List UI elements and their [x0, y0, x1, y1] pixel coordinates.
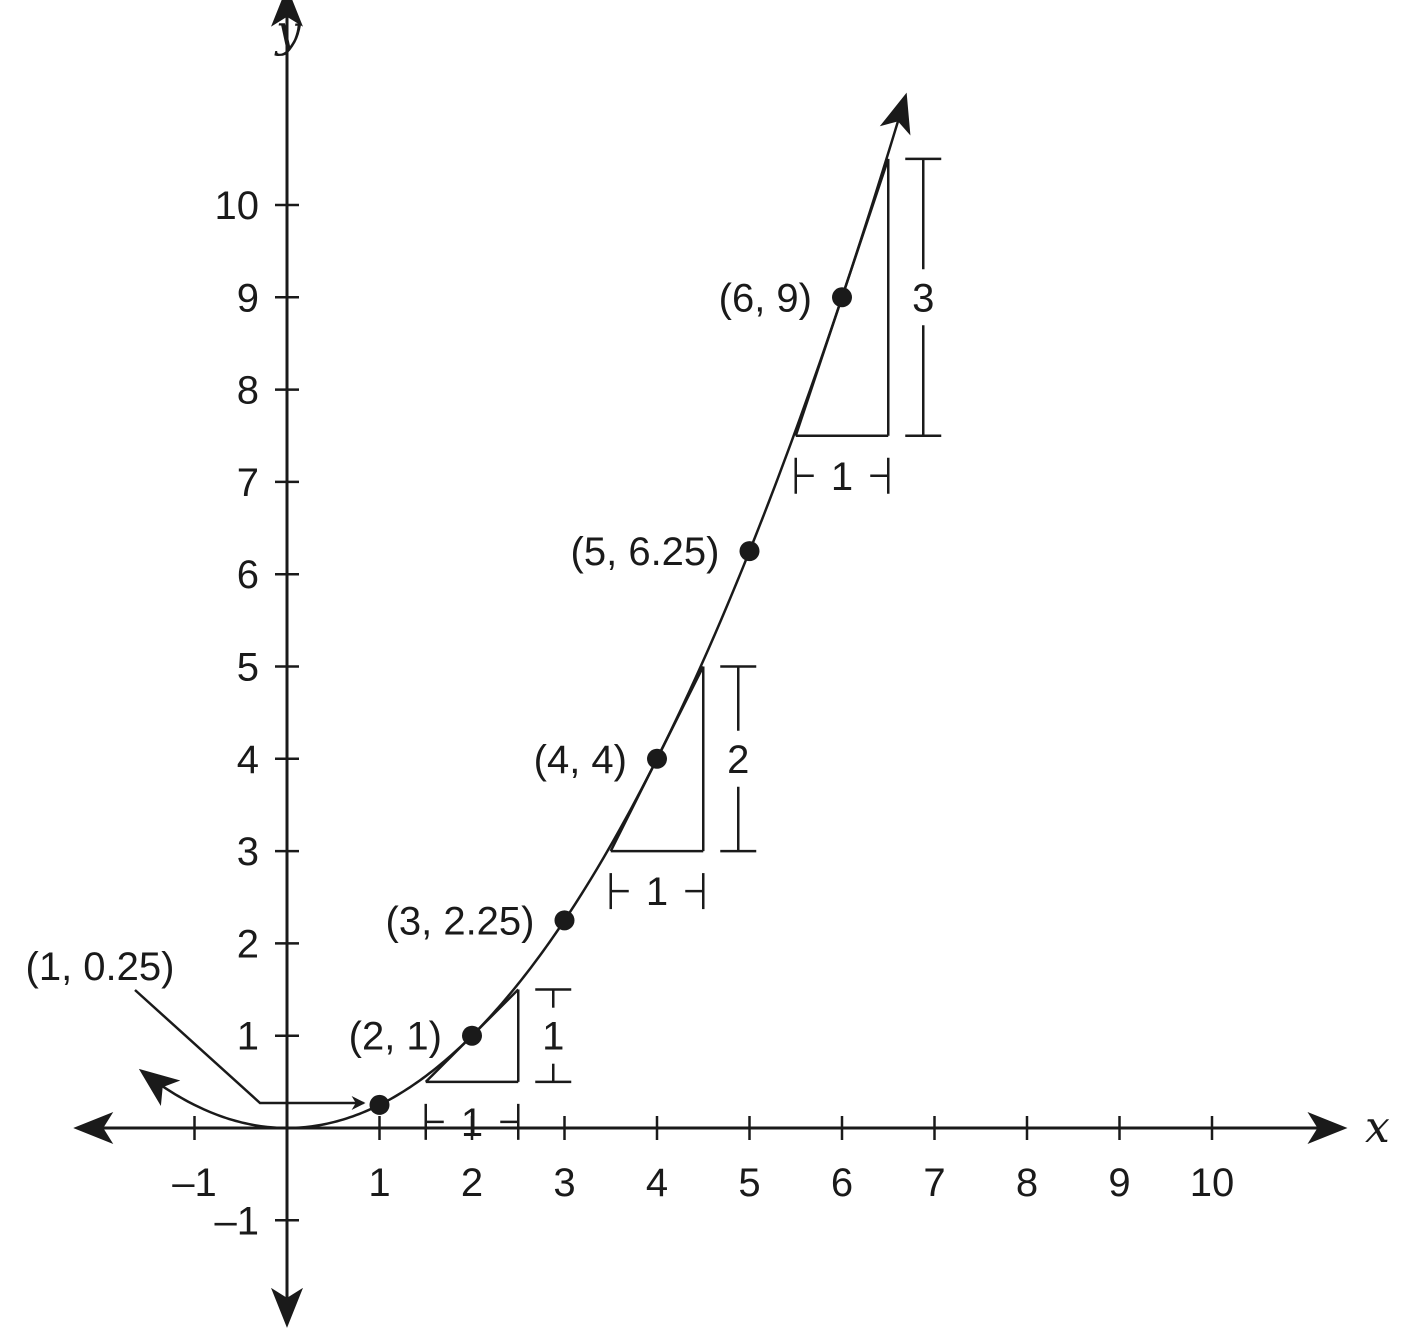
x-tick-label: 4 — [646, 1161, 668, 1205]
y-tick-label: –1 — [215, 1199, 260, 1243]
run-label: 1 — [461, 1101, 483, 1145]
data-point — [554, 910, 575, 931]
slope-triangle: 13 — [794, 157, 942, 499]
point-label: (6, 9) — [719, 276, 812, 320]
y-tick-label: 6 — [237, 553, 259, 597]
data-point — [739, 541, 760, 562]
x-tick-label: 5 — [738, 1161, 760, 1205]
data-point — [647, 748, 667, 769]
rise-label: 2 — [727, 738, 749, 782]
point-label: (5, 6.25) — [571, 530, 720, 574]
y-tick-label: 10 — [215, 184, 260, 228]
point-labels: (1, 0.25) (2, 1) (3, 2.25) (4, 4) (5, 6.25) (… — [26, 276, 812, 1110]
x-tick-label: –1 — [172, 1161, 217, 1205]
x-tick-label: 6 — [831, 1161, 853, 1205]
rise-label: 3 — [912, 276, 934, 320]
point-label: (4, 4) — [534, 738, 627, 782]
y-tick-label: 8 — [237, 369, 259, 413]
x-tick-label: 9 — [1108, 1161, 1130, 1205]
parabola-curve-group — [138, 92, 911, 1130]
y-tick-label: 3 — [237, 830, 259, 874]
x-tick-label: 7 — [923, 1161, 945, 1205]
y-tick-label: 2 — [237, 922, 259, 966]
point-label: (1, 0.25) — [26, 945, 175, 989]
x-tick-label: 3 — [553, 1161, 575, 1205]
parabola-curve — [138, 92, 911, 1130]
data-points — [369, 287, 852, 1115]
data-point — [832, 287, 852, 308]
axes — [73, 0, 1348, 1328]
y-tick-label: 4 — [237, 738, 259, 782]
point-label: (2, 1) — [349, 1015, 442, 1059]
y-tick-label: 5 — [237, 646, 259, 690]
data-point — [369, 1094, 390, 1115]
data-point — [462, 1025, 482, 1046]
callout-arrow — [134, 989, 366, 1110]
point-label: (3, 2.25) — [386, 899, 535, 943]
x-tick-label: 10 — [1190, 1161, 1235, 1205]
y-axis-label: y — [274, 6, 302, 57]
slope-triangle: 11 — [424, 988, 572, 1145]
y-tick-label: 9 — [237, 276, 259, 320]
x-axis-label: x — [1365, 1102, 1390, 1153]
x-tick-label: 8 — [1016, 1161, 1038, 1205]
x-tick-label: 1 — [368, 1161, 390, 1205]
y-tick-label: 1 — [237, 1015, 259, 1059]
x-tick-label: 2 — [461, 1161, 483, 1205]
run-label: 1 — [831, 455, 853, 499]
run-label: 1 — [646, 870, 668, 914]
rise-label: 1 — [542, 1015, 564, 1059]
y-tick-label: 7 — [237, 461, 259, 505]
